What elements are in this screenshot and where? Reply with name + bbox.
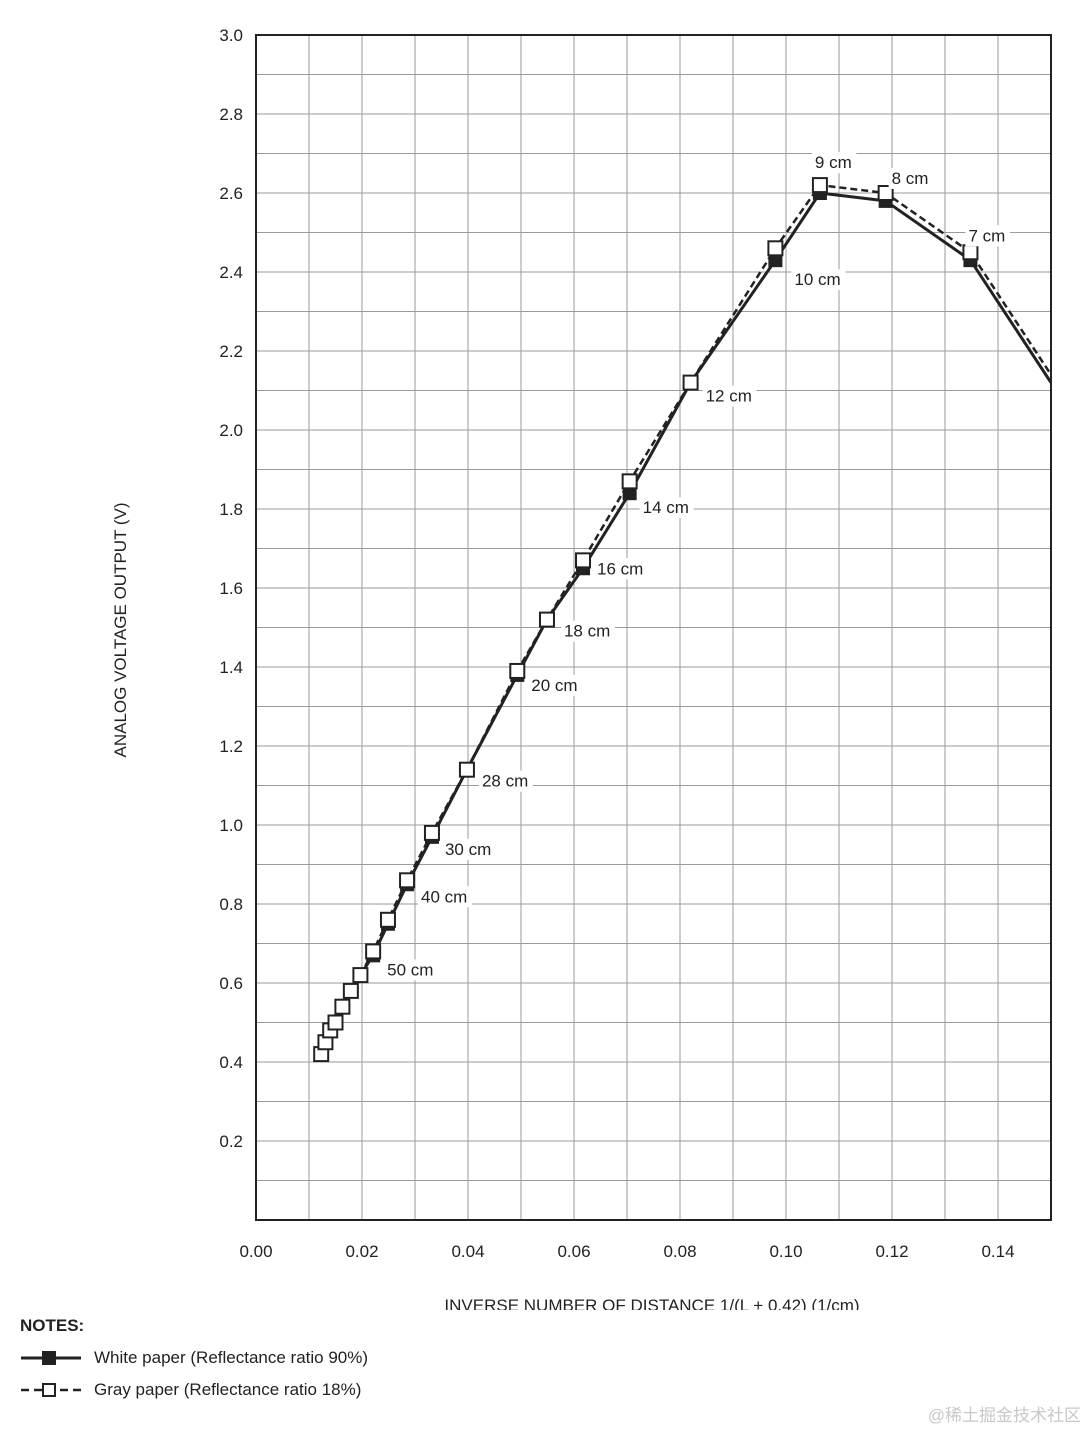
legend-item-white-paper: White paper (Reflectance ratio 90%): [20, 1342, 368, 1374]
data-point: [342, 982, 359, 999]
y-tick-label: 2.0: [219, 421, 243, 440]
data-point: [877, 185, 894, 201]
annotation-label: 9 cm: [815, 153, 852, 172]
series-gray-paper: [313, 177, 1053, 1063]
x-tick-label: 0.06: [557, 1242, 590, 1261]
chart: 0.00 0.02 0.04 0.06 0.08 0.10 0.12 0.14 0.2 0.4 0.…: [111, 26, 1053, 1310]
y-tick-label: 3.0: [219, 26, 243, 45]
x-tick-label: 0.00: [239, 1242, 272, 1261]
annotation-background: [594, 558, 649, 580]
y-tick-label: 2.8: [219, 105, 243, 124]
data-point: [458, 761, 475, 778]
annotation-label: 12 cm: [706, 387, 752, 406]
y-tick-label: 2.4: [219, 263, 243, 282]
annotation-label: 40 cm: [421, 887, 467, 906]
legend-label-gray-paper: Gray paper (Reflectance ratio 18%): [94, 1380, 362, 1399]
annotation-background: [702, 385, 757, 407]
data-point: [327, 1014, 344, 1031]
notes-title: NOTES:: [20, 1316, 85, 1335]
data-point: [962, 244, 979, 261]
series-line: [319, 191, 1053, 1055]
data-point: [768, 253, 783, 268]
data-point: [334, 998, 351, 1015]
y-tick-label: 2.6: [219, 184, 243, 203]
data-point: [538, 611, 555, 628]
data-point: [509, 662, 526, 679]
legend-item-gray-paper: Gray paper (Reflectance ratio 18%): [20, 1374, 368, 1406]
annotation-label: 7 cm: [968, 226, 1005, 245]
y-tick-label: 0.4: [219, 1053, 243, 1072]
data-point: [379, 911, 396, 928]
data-point: [767, 240, 784, 257]
annotation-label: 14 cm: [643, 498, 689, 517]
annotation-label: 8 cm: [892, 169, 929, 188]
annotation-background: [478, 770, 533, 792]
y-tick-label: 1.8: [219, 500, 243, 519]
y-tick-label: 1.2: [219, 737, 243, 756]
data-point: [811, 177, 828, 194]
annotation-label: 50 cm: [387, 960, 433, 979]
data-point: [575, 552, 592, 569]
data-point: [352, 967, 369, 984]
open-square-dashed-line-icon: [21, 1383, 81, 1397]
annotation-background: [811, 152, 857, 174]
grid: [256, 35, 1051, 1220]
y-tick-label: 2.2: [219, 342, 243, 361]
annotation-background: [384, 959, 439, 981]
data-point: [399, 872, 416, 889]
x-tick-label: 0.10: [769, 1242, 802, 1261]
annotation-background: [418, 886, 473, 908]
y-tick-label: 1.4: [219, 658, 243, 677]
annotation-background: [791, 269, 846, 291]
y-tick-label: 0.2: [219, 1132, 243, 1151]
annotation-label: 16 cm: [597, 559, 643, 578]
annotation-background: [888, 168, 934, 189]
data-point: [682, 374, 699, 391]
plot-frame: [255, 34, 1052, 1221]
annotation-label: 18 cm: [564, 622, 610, 641]
data-point: [423, 824, 440, 841]
series-line: [320, 183, 1053, 1055]
y-tick-label: 0.8: [219, 895, 243, 914]
y-tick-label: 1.6: [219, 579, 243, 598]
legend-label-white-paper: White paper (Reflectance ratio 90%): [94, 1348, 369, 1367]
watermark: @稀土掘金技术社区: [927, 1406, 1081, 1425]
annotation-background: [528, 674, 583, 696]
annotation-background: [560, 620, 615, 642]
data-point: [622, 486, 637, 501]
y-tick-label: 0.6: [219, 974, 243, 993]
x-tick-label: 0.14: [981, 1242, 1014, 1261]
x-axis-label: INVERSE NUMBER OF DISTANCE 1/(L + 0.42) …: [444, 1296, 859, 1310]
notes-legend: NOTES: White paper (Reflectance ratio 90…: [20, 1316, 368, 1406]
annotation-label: 20 cm: [531, 676, 577, 695]
annotation-background: [639, 497, 694, 519]
annotation-background: [965, 225, 1010, 247]
x-tick-label: 0.04: [451, 1242, 484, 1261]
series-white-paper: [314, 186, 1053, 1062]
annotation-label: 10 cm: [794, 270, 840, 289]
annotation-background: [441, 838, 496, 860]
x-tick-label: 0.12: [875, 1242, 908, 1261]
annotation-label: 30 cm: [445, 840, 491, 859]
data-point: [365, 943, 382, 960]
x-tick-label: 0.08: [663, 1242, 696, 1261]
y-axis-label: ANALOG VOLTAGE OUTPUT (V): [111, 502, 130, 757]
y-tick-label: 1.0: [219, 816, 243, 835]
data-point: [621, 473, 638, 490]
annotation-label: 28 cm: [482, 772, 528, 791]
x-tick-label: 0.02: [345, 1242, 378, 1261]
filled-square-line-icon: [21, 1351, 81, 1365]
